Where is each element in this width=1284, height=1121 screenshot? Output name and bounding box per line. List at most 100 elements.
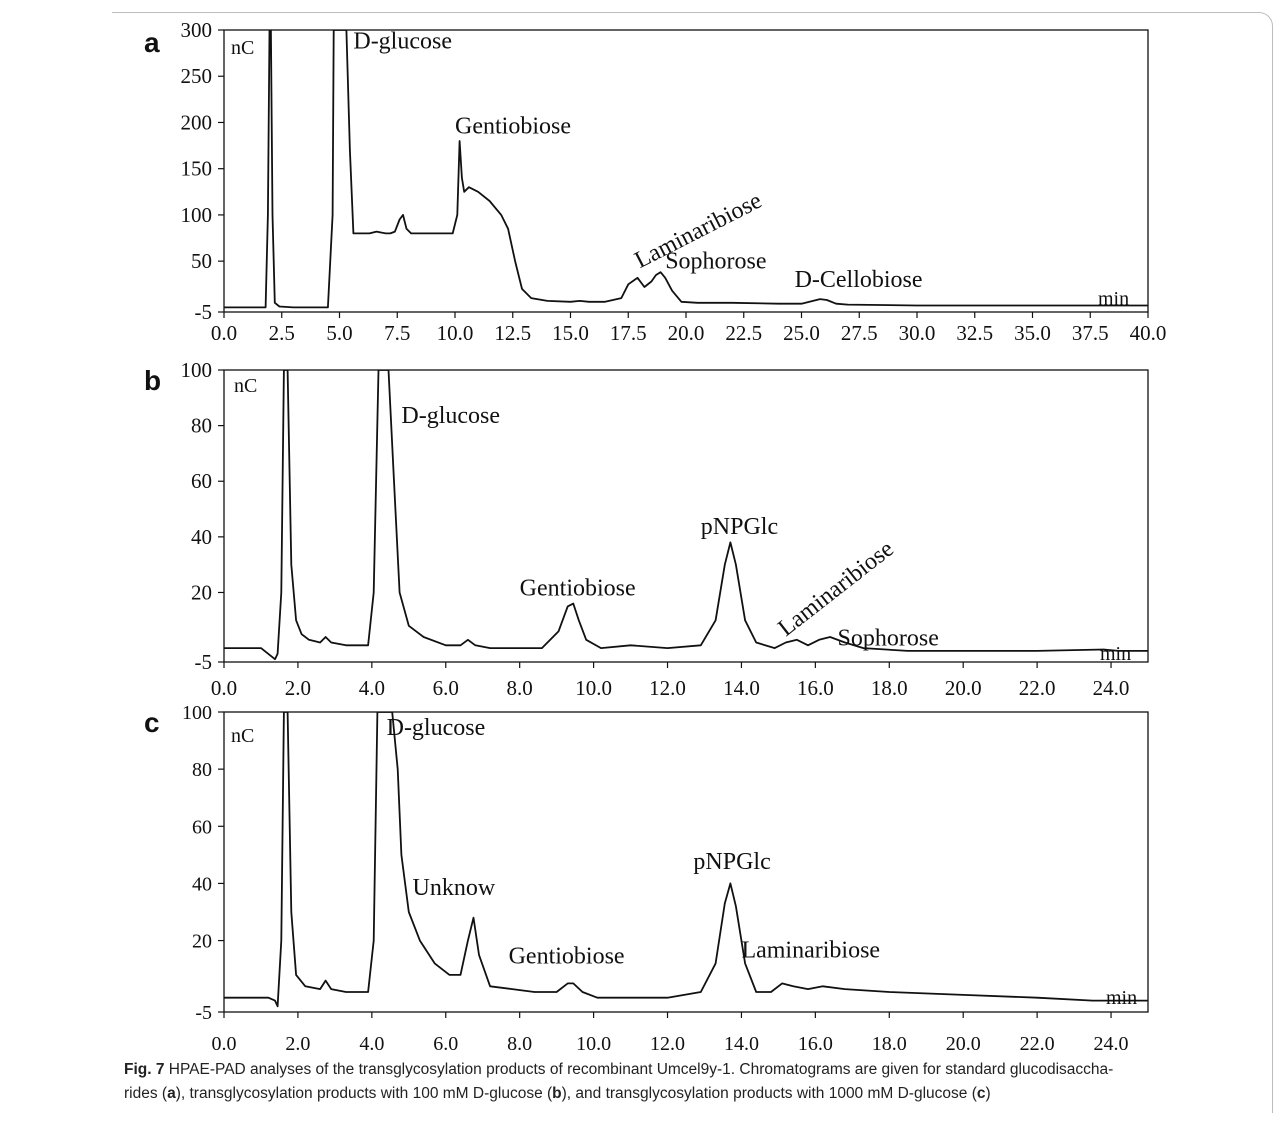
- x-tick-label: 20.0: [946, 1033, 981, 1055]
- x-tick-label: 10.0: [437, 321, 474, 345]
- caption-ref-a: a: [167, 1085, 176, 1102]
- y-tick-label: 20: [192, 931, 212, 953]
- peak-label: Laminaribiose: [741, 938, 880, 964]
- caption-ref-b: b: [552, 1085, 562, 1102]
- y-tick-label: 40: [192, 873, 212, 895]
- x-tick-label: 2.0: [285, 676, 311, 700]
- caption-text-5: ): [985, 1085, 991, 1102]
- y-tick-label: -5: [195, 300, 213, 324]
- x-tick-label: 5.0: [326, 321, 352, 345]
- x-axis-unit: min: [1098, 288, 1129, 310]
- x-tick-label: 16.0: [798, 1033, 833, 1055]
- y-tick-label: 100: [181, 203, 213, 227]
- y-tick-label: 250: [181, 64, 213, 88]
- x-tick-label: 22.5: [725, 321, 762, 345]
- peak-label: Sophorose: [665, 249, 766, 275]
- y-tick-label: 100: [181, 358, 213, 382]
- x-tick-label: 8.0: [507, 676, 533, 700]
- panel-letter: b: [144, 365, 161, 396]
- caption-text-3: ), transglycosylation products with 100 …: [175, 1085, 553, 1102]
- panel-c: 0.0 2.0 4.0 6.0 8.0 10.0 12.0 14.0 16.0 18.0 20.0 2…: [144, 702, 1149, 1055]
- y-tick-label: 200: [181, 110, 213, 134]
- plot-frame: [223, 369, 1149, 663]
- y-tick-label: 20: [191, 580, 212, 604]
- y-tick-label: 100: [182, 702, 212, 724]
- x-tick-label: 10.0: [575, 676, 612, 700]
- y-tick-label: -5: [195, 650, 213, 674]
- x-tick-label: 14.0: [724, 1033, 759, 1055]
- y-tick-label: 300: [181, 18, 213, 42]
- peak-label: Gentiobiose: [455, 114, 571, 140]
- x-tick-label: 6.0: [433, 676, 459, 700]
- peak-label: D-Cellobiose: [795, 267, 923, 293]
- x-tick-label: 4.0: [359, 676, 385, 700]
- x-tick-label: 37.5: [1072, 321, 1109, 345]
- x-tick-label: 14.0: [723, 676, 760, 700]
- y-axis-unit: nC: [231, 37, 254, 59]
- x-tick-label: 35.0: [1014, 321, 1051, 345]
- y-axis-unit: nC: [231, 725, 254, 747]
- x-tick-label: 0.0: [211, 676, 237, 700]
- x-tick-label: 22.0: [1019, 676, 1056, 700]
- x-tick-label: 12.5: [494, 321, 531, 345]
- x-tick-label: 20.0: [668, 321, 705, 345]
- x-tick-label: 30.0: [899, 321, 936, 345]
- x-tick-label: 8.0: [507, 1033, 532, 1055]
- x-tick-label: 2.5: [269, 321, 295, 345]
- peak-label: Gentiobiose: [509, 943, 625, 969]
- x-tick-label: 20.0: [945, 676, 982, 700]
- peak-label: Gentiobiose: [520, 575, 636, 601]
- x-tick-label: 18.0: [872, 1033, 907, 1055]
- x-tick-label: 27.5: [841, 321, 878, 345]
- figure-frame: [112, 12, 1273, 1113]
- x-tick-label: 4.0: [359, 1033, 384, 1055]
- panel-letter: c: [144, 707, 160, 738]
- x-tick-label: 2.0: [285, 1033, 310, 1055]
- plot-frame: [223, 711, 1149, 1013]
- y-tick-label: -5: [195, 1002, 212, 1024]
- chromatogram-figure: 0.0 2.5 5.0 7.5 10.0 12.5 15.0 17.5 20.0 22.5 25.0…: [144, 18, 1166, 1055]
- x-tick-label: 12.0: [649, 676, 686, 700]
- x-axis-unit: min: [1106, 987, 1137, 1009]
- figure-caption: Fig. 7 HPAE-PAD analyses of the transgly…: [124, 1058, 1264, 1106]
- chromatogram-trace: [224, 370, 1148, 661]
- y-tick-label: 60: [191, 469, 212, 493]
- y-tick-label: 80: [192, 759, 212, 781]
- x-tick-label: 17.5: [610, 321, 647, 345]
- x-tick-label: 0.0: [211, 321, 237, 345]
- x-tick-label: 22.0: [1020, 1033, 1055, 1055]
- peak-label: D-glucose: [387, 715, 486, 741]
- peak-label: pNPGlc: [693, 849, 770, 875]
- x-tick-label: 24.0: [1093, 676, 1130, 700]
- x-tick-label: 18.0: [871, 676, 908, 700]
- y-tick-label: 150: [181, 157, 213, 181]
- panel-a: 0.0 2.5 5.0 7.5 10.0 12.5 15.0 17.5 20.0 22.5 25.0…: [144, 18, 1166, 345]
- x-tick-label: 16.0: [797, 676, 834, 700]
- caption-text-4: ), and transglycosylation products with …: [561, 1085, 977, 1102]
- panel-letter: a: [144, 27, 160, 58]
- y-axis-unit: nC: [234, 375, 257, 397]
- x-tick-label: 10.0: [576, 1033, 611, 1055]
- peak-label: pNPGlc: [701, 514, 778, 540]
- peak-label: Sophorose: [838, 625, 939, 651]
- x-tick-label: 24.0: [1094, 1033, 1129, 1055]
- x-tick-label: 0.0: [212, 1033, 237, 1055]
- panel-b: 0.0 2.0 4.0 6.0 8.0 10.0 12.0 14.0 16.0 18.0 20.0 2…: [144, 358, 1149, 700]
- x-tick-label: 12.0: [650, 1033, 685, 1055]
- chromatogram-trace: [224, 30, 1148, 309]
- x-tick-label: 32.5: [956, 321, 993, 345]
- x-tick-label: 7.5: [384, 321, 410, 345]
- caption-text-2: rides (: [124, 1085, 168, 1102]
- x-axis-unit: min: [1100, 643, 1131, 665]
- x-tick-label: 25.0: [783, 321, 820, 345]
- x-tick-label: 15.0: [552, 321, 589, 345]
- y-tick-label: 40: [191, 525, 212, 549]
- peak-label: Unknow: [412, 875, 495, 901]
- x-tick-label: 40.0: [1130, 321, 1167, 345]
- caption-text-1: HPAE-PAD analyses of the transglycosylat…: [164, 1061, 1114, 1078]
- peak-label: D-glucose: [353, 28, 452, 54]
- caption-ref-c: c: [976, 1085, 986, 1102]
- chromatogram-trace: [224, 712, 1148, 1008]
- y-tick-label: 50: [191, 249, 212, 273]
